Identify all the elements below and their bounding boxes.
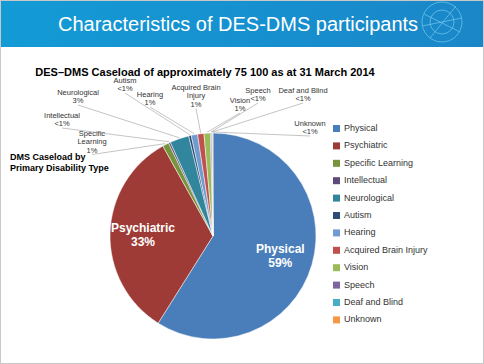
legend-swatch: [333, 316, 340, 323]
pie-slice: [210, 133, 213, 236]
legend-swatch: [333, 142, 340, 149]
slide-title: Characteristics of DES-DMS participants: [58, 13, 418, 35]
slice-label-name: Psychiatric: [111, 221, 175, 235]
legend-label: Hearing: [344, 227, 376, 237]
legend-label: Physical: [344, 123, 378, 133]
leader-line: [78, 105, 179, 138]
leader-line: [207, 113, 240, 132]
subtitle-line: DMS Caseload by: [10, 152, 86, 162]
header-bar: [1, 1, 483, 47]
chart-title: DES–DMS Caseload of approximately 75 100…: [35, 66, 375, 78]
legend-swatch: [333, 195, 340, 202]
pie: [110, 133, 316, 339]
slice-label-value: <1%: [54, 119, 70, 128]
slice-label-name: Acquired BrainInjury: [171, 83, 220, 101]
legend: Physical Psychiatric Specific Learning Inte…: [333, 123, 428, 324]
slice-label-value: 3%: [73, 96, 84, 105]
slice-label-value: 1%: [191, 100, 202, 109]
pie-slice: [212, 133, 214, 236]
legend-label: Neurological: [344, 193, 394, 203]
slice-label-value: <1%: [295, 94, 311, 103]
leader-line: [196, 109, 201, 133]
legend-label: Speech: [344, 280, 375, 290]
data-labels: Physical59% Psychiatric33% SpecificLearnin…: [44, 76, 328, 271]
legend-label: Autism: [344, 210, 372, 220]
slice-label-name: SpecificLearning: [77, 129, 106, 147]
legend-label: Intellectual: [344, 175, 387, 185]
legend-label: Psychiatric: [344, 140, 388, 150]
legend-swatch: [333, 229, 340, 236]
slide-canvas: Characteristics of DES-DMS participants D…: [0, 0, 484, 364]
legend-swatch: [333, 247, 340, 254]
deco-line: [422, 18, 462, 26]
slide: Characteristics of DES-DMS participants D…: [0, 0, 484, 364]
slice-label-value: 59%: [268, 256, 292, 270]
slice-label-value: <1%: [250, 94, 266, 103]
slice-label-value: 33%: [131, 235, 155, 249]
slice-label-name: Physical: [256, 242, 305, 256]
slice-label-value: <1%: [302, 127, 318, 136]
leader-line: [213, 132, 310, 136]
pie-slice: [198, 133, 213, 236]
legend-swatch: [333, 125, 340, 132]
leader-line: [92, 144, 165, 155]
legend-swatch: [333, 264, 340, 271]
legend-swatch: [333, 282, 340, 289]
legend-label: Deaf and Blind: [344, 297, 403, 307]
legend-label: Acquired Brain Injury: [344, 245, 428, 255]
subtitle-line: Primary Disability Type: [10, 163, 109, 173]
legend-label: Vision: [344, 262, 368, 272]
legend-label: Unknown: [344, 314, 382, 324]
legend-swatch: [333, 160, 340, 167]
slice-label-value: <1%: [117, 84, 133, 93]
legend-swatch: [333, 177, 340, 184]
leader-line: [211, 103, 258, 132]
slice-label-value: 1%: [145, 98, 156, 107]
leader-line: [125, 93, 190, 135]
legend-label: Specific Learning: [344, 158, 413, 168]
pie-slice: [204, 133, 213, 236]
leader-line: [150, 107, 194, 134]
leader-line: [212, 103, 303, 132]
chart-subtitle: DMS Caseload byPrimary Disability Type: [10, 152, 109, 173]
deco-circle: [422, 2, 462, 42]
slice-label-value: 1%: [87, 146, 98, 155]
leader-line: [62, 128, 169, 142]
header-decoration: [422, 2, 462, 42]
legend-swatch: [333, 212, 340, 219]
slide-frame: [1, 1, 484, 364]
legend-swatch: [333, 299, 340, 306]
pie-slice: [212, 133, 213, 236]
